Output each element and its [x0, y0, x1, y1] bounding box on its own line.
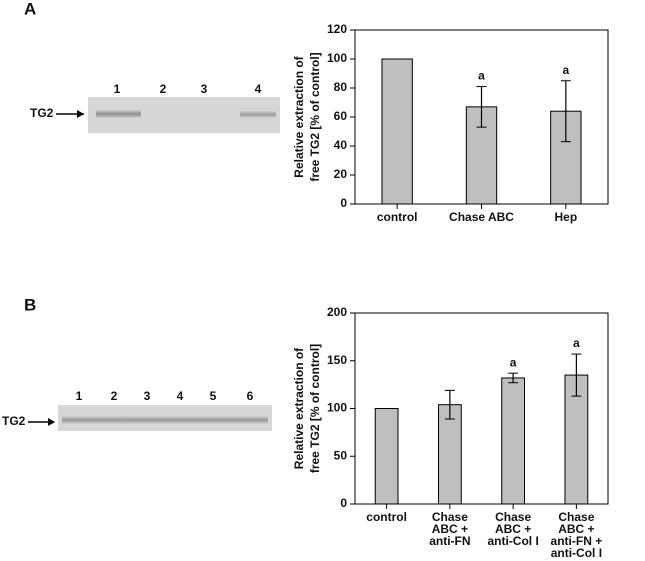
x-tick-label: control	[377, 210, 418, 224]
blot-band	[240, 111, 276, 118]
bar	[381, 58, 413, 205]
significance-label: a	[510, 355, 517, 369]
significance-label: a	[562, 63, 569, 77]
lane-label: 5	[210, 389, 217, 403]
lane-label: 3	[144, 389, 151, 403]
x-tick-label: Chase	[558, 510, 594, 524]
y-tick-label: 80	[334, 80, 348, 94]
bar	[437, 404, 462, 505]
x-tick-label: Chase	[495, 510, 531, 524]
y-tick-label: 0	[340, 496, 347, 510]
y-tick-label: 200	[327, 305, 347, 319]
x-tick-label: Hep	[554, 210, 577, 224]
x-tick-label: Chase ABC	[449, 210, 514, 224]
lane-label: 3	[201, 82, 208, 96]
lane-label: 1	[114, 82, 121, 96]
y-tick-label: 120	[327, 22, 347, 36]
lane-label: 4	[255, 82, 262, 96]
y-axis-label: Relative extraction of	[292, 347, 306, 469]
y-tick-label: 50	[334, 448, 348, 462]
y-tick-label: 100	[327, 401, 347, 415]
panel-label: A	[24, 0, 36, 18]
marker-label: TG2	[2, 414, 26, 428]
y-tick-label: 60	[334, 109, 348, 123]
x-tick-label: anti-Col I	[487, 534, 538, 548]
x-tick-label: anti-Col I	[551, 546, 602, 560]
arrow-head	[77, 110, 84, 118]
lane-label: 4	[177, 389, 184, 403]
lane-label: 1	[76, 389, 83, 403]
x-tick-label: control	[366, 510, 407, 524]
x-tick-label: anti-FN +	[551, 534, 603, 548]
significance-label: a	[573, 336, 580, 350]
lane-label: 6	[247, 389, 254, 403]
y-axis-label: free TG2 [% of control]	[308, 344, 322, 473]
lane-label: 2	[111, 389, 118, 403]
x-tick-label: ABC +	[432, 522, 468, 536]
x-tick-label: ABC +	[495, 522, 531, 536]
y-tick-label: 100	[327, 51, 347, 65]
x-tick-label: Chase	[432, 510, 468, 524]
x-tick-label: ABC +	[558, 522, 594, 536]
lane-label: 2	[160, 82, 167, 96]
significance-label: a	[478, 69, 485, 83]
bar	[374, 408, 399, 505]
y-axis-label: free TG2 [% of control]	[308, 52, 322, 181]
y-tick-label: 150	[327, 353, 347, 367]
y-tick-label: 40	[334, 138, 348, 152]
y-tick-label: 0	[340, 196, 347, 210]
blot-band	[62, 416, 268, 424]
arrow-head	[48, 418, 55, 426]
bar	[501, 377, 526, 505]
blot-band	[96, 110, 141, 118]
y-axis-label: Relative extraction of	[292, 55, 306, 177]
x-tick-label: anti-FN	[429, 534, 470, 548]
panel-label: B	[24, 295, 36, 314]
y-tick-label: 20	[334, 167, 348, 181]
marker-label: TG2	[30, 106, 54, 120]
